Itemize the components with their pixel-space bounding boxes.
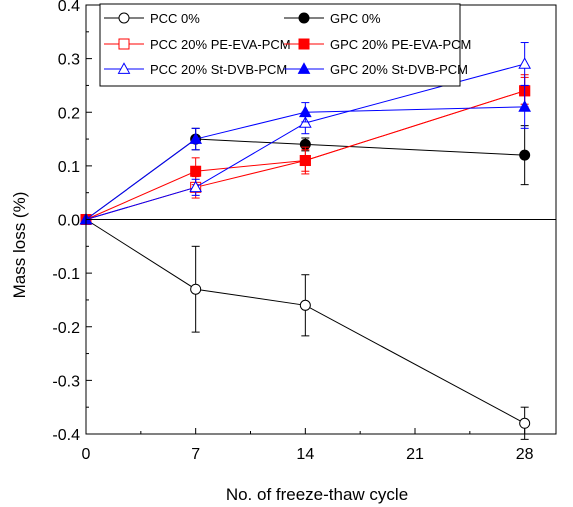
legend-label: GPC 20% PE-EVA-PCM — [330, 37, 471, 52]
y-tick-label: -0.4 — [52, 427, 80, 444]
data-point — [518, 100, 532, 112]
legend-item: GPC 20% PE-EVA-PCM — [284, 37, 471, 52]
data-point — [519, 417, 531, 429]
y-tick-label: -0.3 — [52, 373, 80, 390]
data-point — [190, 283, 202, 295]
legend-item: GPC 0% — [284, 11, 381, 26]
legend-label: PCC 0% — [150, 11, 200, 26]
data-point — [298, 105, 312, 118]
legend-item: GPC 20% St-DVB-PCM — [284, 62, 468, 77]
legend-box — [99, 3, 461, 87]
series-line — [85, 219, 525, 424]
y-tick-label: 0.0 — [58, 213, 80, 230]
data-point — [299, 155, 311, 167]
legend-label: PCC 20% PE-EVA-PCM — [150, 37, 291, 52]
x-tick-label: 28 — [516, 446, 534, 463]
legend-label: PCC 20% St-DVB-PCM — [150, 62, 287, 77]
legend-label: GPC 0% — [330, 11, 381, 26]
data-point — [299, 299, 311, 311]
legend-item: PCC 20% PE-EVA-PCM — [104, 37, 291, 52]
x-tick-label: 7 — [191, 446, 200, 463]
legend-marker — [298, 12, 310, 24]
legend-marker — [117, 62, 131, 74]
x-tick-label: 14 — [296, 446, 314, 463]
series-line — [85, 63, 525, 220]
y-tick-label: 0.4 — [58, 0, 80, 15]
y-tick-label: 0.2 — [58, 105, 80, 122]
series-1 — [80, 125, 531, 225]
series-line — [85, 90, 525, 220]
legend-item: PCC 20% St-DVB-PCM — [104, 62, 287, 77]
legend-marker — [118, 38, 130, 50]
data-point — [518, 57, 532, 69]
y-tick-label: -0.2 — [52, 320, 80, 337]
series-5 — [79, 84, 532, 225]
y-axis-label: Mass loss (%) — [10, 192, 29, 299]
series-0 — [80, 214, 531, 440]
legend-label: GPC 20% St-DVB-PCM — [330, 62, 468, 77]
y-tick-label: 0.3 — [58, 52, 80, 69]
y-tick-label: 0.1 — [58, 159, 80, 176]
legend-marker — [298, 38, 310, 50]
legend-marker — [118, 12, 130, 24]
data-point — [189, 132, 203, 144]
series-3 — [80, 76, 531, 225]
legend-item: PCC 0% — [104, 11, 200, 26]
data-point — [519, 149, 531, 161]
legend-marker — [297, 62, 311, 74]
data-point — [190, 165, 202, 177]
data-point — [189, 180, 203, 193]
series-line — [85, 106, 525, 220]
y-tick-label: -0.1 — [52, 266, 80, 283]
x-tick-label: 21 — [406, 446, 424, 463]
x-tick-label: 0 — [82, 446, 91, 463]
x-axis-label: No. of freeze-thaw cycle — [226, 485, 408, 504]
